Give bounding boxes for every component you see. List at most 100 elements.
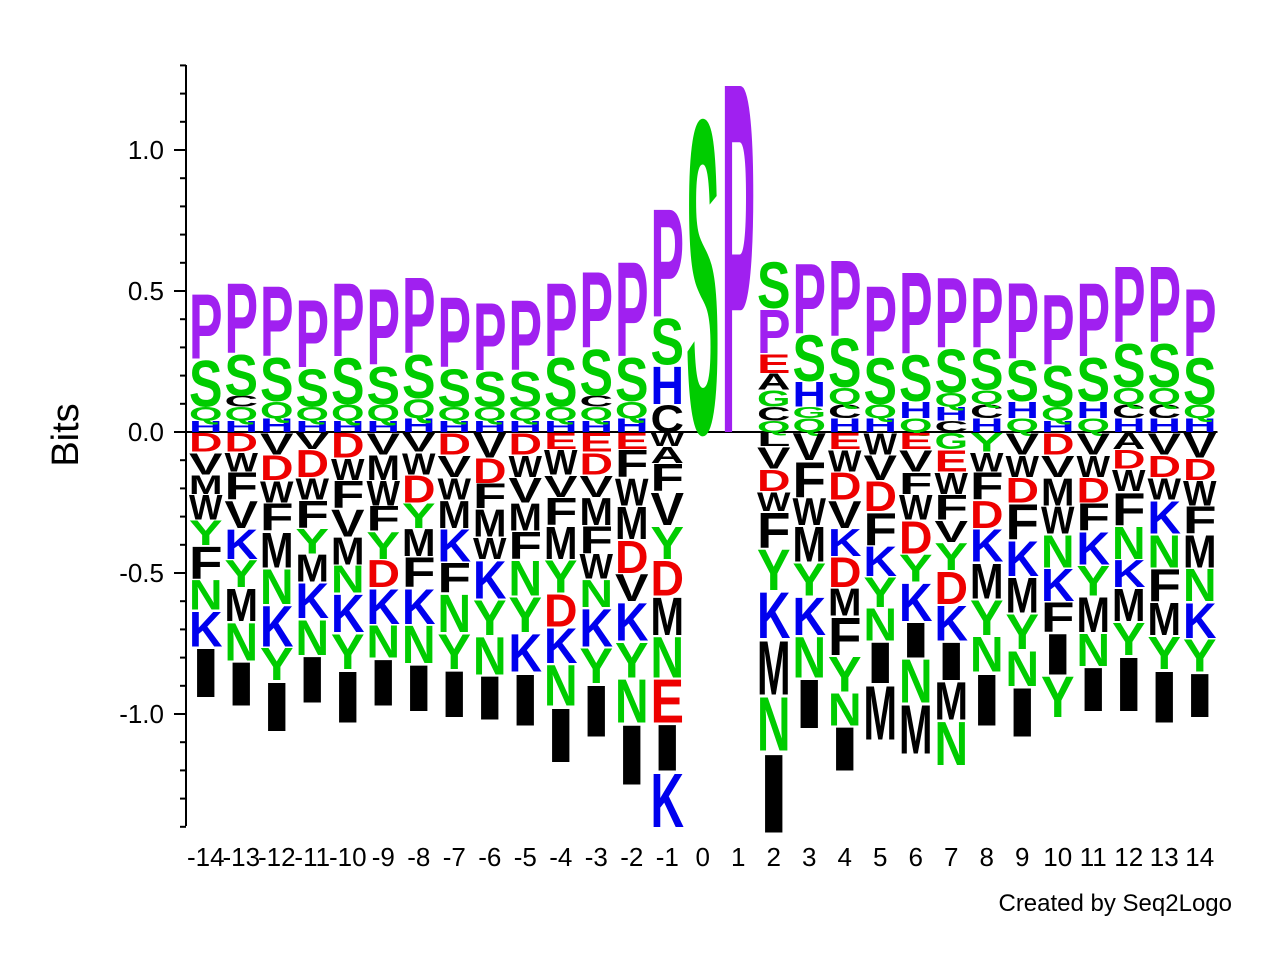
svg-text:P: P (509, 279, 542, 392)
svg-text:K: K (331, 583, 364, 644)
logo-letter-E: E (580, 427, 613, 458)
logo-letter-P: P (1147, 244, 1181, 365)
svg-text:N: N (899, 646, 933, 716)
svg-text:E: E (899, 429, 932, 455)
logo-letter-H: H (509, 419, 542, 436)
svg-text:N: N (544, 654, 578, 719)
svg-text:V: V (793, 426, 827, 469)
logo-letter-S: S (899, 343, 933, 416)
svg-text:V: V (402, 427, 436, 458)
logo-letter-Q: Q (757, 418, 791, 435)
svg-text:V: V (615, 567, 649, 610)
svg-text:Y: Y (260, 639, 293, 691)
svg-text:G: G (792, 404, 826, 421)
logo-letter-W: W (970, 447, 1004, 478)
logo-letter-Q: Q (1077, 415, 1110, 436)
logo-letter-I: I (1112, 642, 1145, 728)
logo-letter-N: N (828, 683, 862, 735)
svg-text:D: D (331, 426, 364, 465)
logo-letter-V: V (402, 427, 436, 458)
svg-text:Y: Y (1041, 665, 1074, 729)
logo-letter-F: F (331, 474, 364, 517)
logo-letter-H: H (402, 415, 435, 437)
logo-letter-H: H (1148, 415, 1181, 437)
logo-letter-F: F (367, 499, 400, 538)
svg-text:I: I (189, 634, 222, 712)
svg-text:H: H (615, 415, 648, 437)
x-tick-label: 5 (873, 842, 887, 872)
svg-text:Q: Q (509, 404, 542, 425)
logo-letter-P: P (1112, 244, 1146, 365)
svg-text:Y: Y (651, 518, 684, 570)
logo-letter-N: N (402, 614, 435, 675)
svg-text:E: E (544, 429, 577, 455)
svg-text:C: C (651, 398, 684, 441)
svg-text:P: P (757, 297, 790, 366)
svg-text:Q: Q (899, 415, 932, 436)
svg-text:S: S (792, 323, 826, 396)
logo-letter-M: M (225, 580, 258, 631)
svg-text:Q: Q (402, 393, 435, 424)
svg-text:H: H (225, 419, 258, 436)
logo-letter-W: W (1006, 450, 1040, 484)
svg-text:Y: Y (1183, 630, 1216, 682)
svg-text:I: I (1112, 642, 1145, 728)
logo-letter-K: K (189, 602, 223, 658)
logo-letter-V: V (473, 427, 507, 466)
svg-text:I: I (402, 652, 435, 726)
svg-text:Y: Y (793, 554, 826, 606)
svg-text:F: F (970, 465, 1003, 508)
svg-text:W: W (189, 489, 223, 528)
logo-letter-I: I (580, 671, 613, 753)
svg-text:H: H (1183, 415, 1216, 437)
logo-letter-K: K (864, 539, 897, 586)
svg-text:D: D (402, 468, 435, 511)
svg-text:H: H (402, 415, 435, 437)
logo-letter-H: H (438, 419, 471, 436)
logo-letter-P: P (544, 263, 577, 379)
logo-letter-P: P (828, 239, 862, 360)
svg-text:I: I (615, 709, 648, 804)
svg-text:V: V (1183, 427, 1217, 466)
svg-text:C: C (225, 393, 259, 410)
logo-letter-P: P (579, 250, 613, 371)
svg-text:M: M (1183, 527, 1216, 578)
x-tick-label: -5 (514, 842, 537, 872)
logo-letter-W: W (1077, 450, 1111, 484)
svg-text:F: F (580, 519, 613, 562)
x-tick-label: -13 (222, 842, 260, 872)
svg-text:M: M (1006, 567, 1039, 623)
svg-text:N: N (828, 683, 862, 735)
logo-letter-N: N (473, 625, 506, 686)
logo-letter-S: S (437, 359, 471, 419)
logo-letter-W: W (225, 447, 259, 478)
svg-text:W: W (1148, 473, 1182, 507)
logo-letter-I: I (473, 664, 506, 733)
logo-letter-D: D (402, 468, 435, 511)
logo-letter-N: N (1112, 517, 1146, 569)
logo-letter-K: K (757, 579, 790, 653)
logo-letter-F: F (970, 465, 1003, 508)
svg-text:F: F (651, 457, 684, 500)
svg-text:N: N (402, 614, 435, 675)
svg-text:W: W (1183, 475, 1217, 514)
logo-letter-H: H (544, 419, 577, 436)
logo-letter-H: H (615, 415, 648, 437)
logo-letter-Q: Q (1006, 415, 1039, 436)
logo-letter-W: W (1041, 498, 1074, 542)
svg-text:N: N (189, 572, 222, 619)
svg-text:H: H (473, 419, 506, 436)
x-tick-label: -1 (656, 842, 679, 872)
svg-text:Y: Y (367, 524, 401, 567)
svg-text:G: G (935, 429, 968, 454)
svg-text:A: A (1112, 428, 1145, 454)
logo-letter-F: F (1077, 496, 1110, 539)
svg-text:H: H (899, 397, 932, 423)
logo-letter-P: P (189, 274, 222, 378)
x-tick-label: -11 (294, 842, 330, 872)
logo-letter-H: H (367, 419, 400, 436)
svg-text:W: W (544, 444, 578, 483)
logo-letter-F: F (651, 457, 684, 500)
svg-text:S: S (189, 348, 223, 421)
logo-letter-F: F (509, 525, 542, 568)
